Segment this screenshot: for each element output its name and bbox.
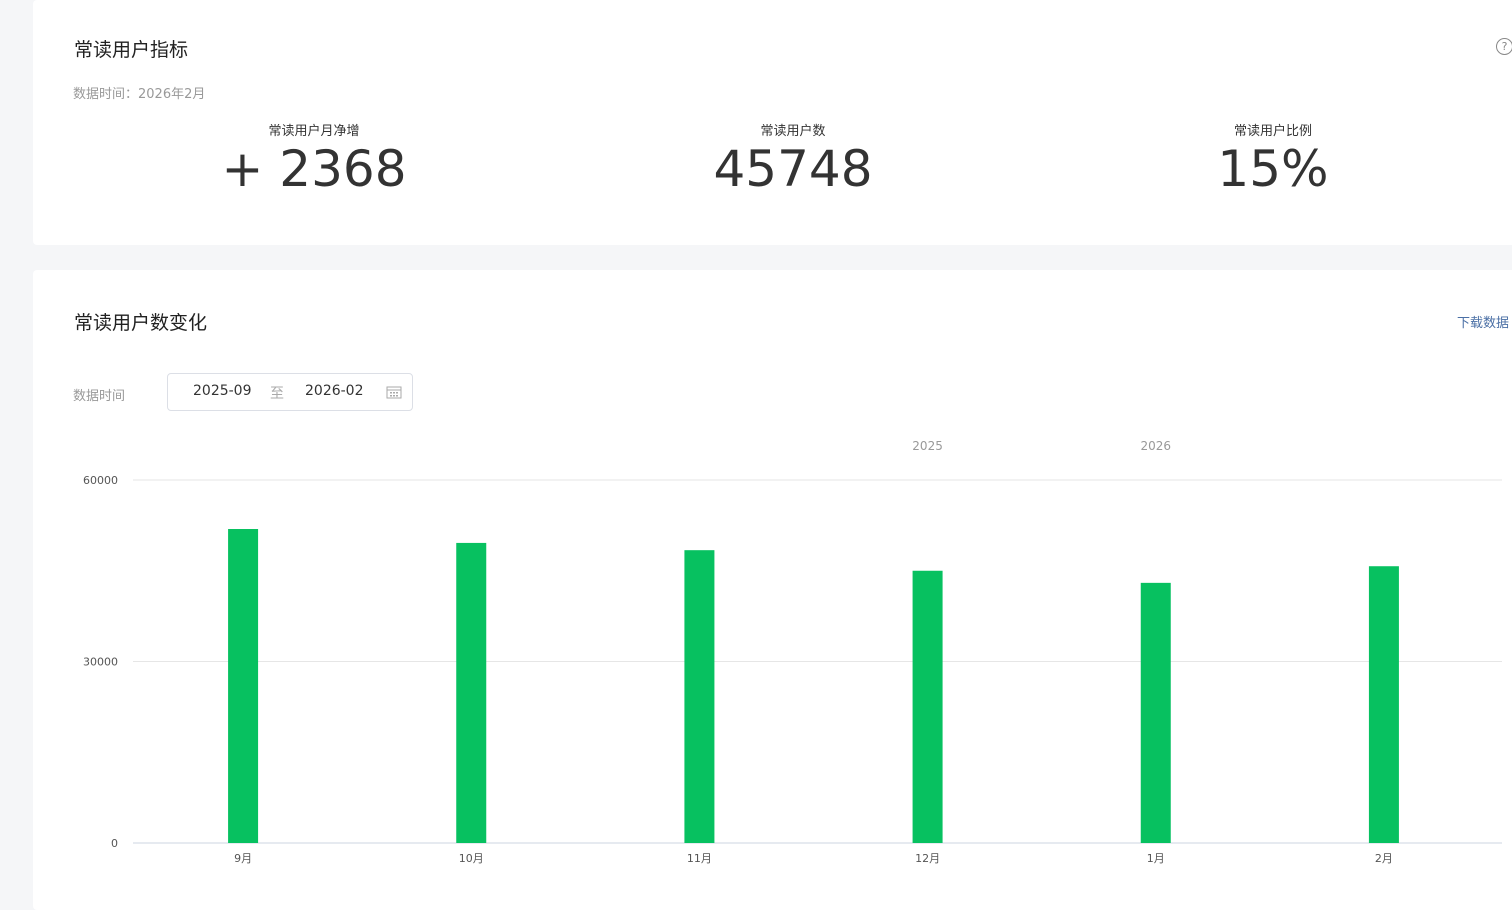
data-time: 数据时间：2026年2月 bbox=[73, 87, 206, 102]
x-tick-label: 1月 bbox=[1147, 852, 1165, 865]
indicators-title: 常读用户指标 bbox=[74, 39, 189, 61]
year-label: 2026 bbox=[1140, 439, 1171, 453]
bar-12月 bbox=[912, 570, 943, 843]
x-tick-label: 9月 bbox=[234, 852, 252, 865]
bar-1月 bbox=[1140, 582, 1171, 843]
bar-11月 bbox=[684, 550, 715, 843]
y-tick-label: 0 bbox=[111, 837, 118, 850]
question-circle-icon[interactable]: ? bbox=[1496, 38, 1512, 55]
range-end[interactable]: 2026-02 bbox=[305, 383, 364, 399]
metric-label: 常读用户比例 bbox=[1233, 124, 1312, 139]
metric-value: 45748 bbox=[713, 140, 873, 198]
metric-user-count: 常读用户数 45748 bbox=[643, 120, 943, 197]
y-tick-label: 30000 bbox=[83, 656, 118, 669]
x-tick-label: 12月 bbox=[915, 852, 940, 865]
y-tick-label: 60000 bbox=[83, 474, 118, 487]
metric-user-ratio: 常读用户比例 15% bbox=[1123, 120, 1423, 197]
trend-title: 常读用户数变化 bbox=[74, 312, 208, 334]
bar-10月 bbox=[456, 542, 487, 843]
x-tick-label: 11月 bbox=[687, 852, 712, 865]
year-label: 2025 bbox=[912, 439, 943, 453]
metric-label: 常读用户数 bbox=[760, 124, 826, 139]
metric-value: + 2368 bbox=[221, 140, 407, 198]
x-tick-label: 2月 bbox=[1375, 852, 1393, 865]
metric-value: 15% bbox=[1217, 140, 1329, 198]
trend-card: 常读用户数变化 下载数据 数据时间 2025-09 至 2026-02 bbox=[33, 270, 1512, 910]
x-tick-label: 10月 bbox=[459, 852, 484, 865]
download-data-link[interactable]: 下载数据 bbox=[1457, 316, 1510, 331]
calendar-icon[interactable] bbox=[386, 385, 402, 399]
metric-label: 常读用户月净增 bbox=[268, 124, 360, 139]
indicators-card: 常读用户指标 ? 数据时间：2026年2月 常读用户月净增 + 2368 常读用… bbox=[33, 0, 1512, 245]
date-range-picker[interactable]: 2025-09 至 2026-02 bbox=[167, 373, 413, 411]
range-start[interactable]: 2025-09 bbox=[193, 383, 252, 399]
metric-net-increase: 常读用户月净增 + 2368 bbox=[164, 120, 464, 197]
bar-9月 bbox=[228, 529, 259, 843]
bar-2月 bbox=[1368, 566, 1399, 843]
range-separator: 至 bbox=[270, 386, 284, 402]
filter-label: 数据时间 bbox=[73, 389, 126, 404]
